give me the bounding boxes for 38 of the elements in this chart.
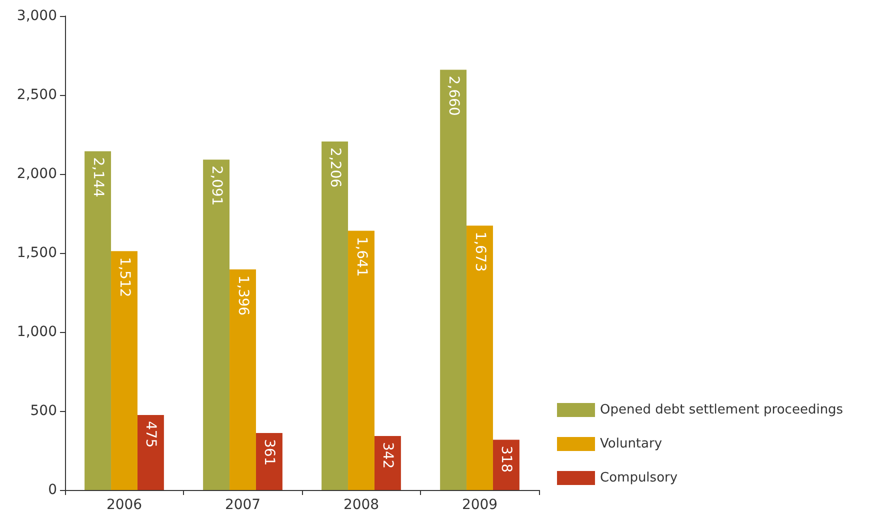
y-tick-label: 2,500: [16, 87, 57, 103]
legend-label: Opened debt settlement proceedings: [600, 402, 844, 418]
bar: [466, 226, 493, 490]
data-label: 475: [142, 420, 159, 448]
y-tick-label: 0: [48, 482, 57, 498]
data-label: 342: [380, 442, 396, 469]
data-label: 1,641: [353, 236, 370, 277]
data-label: 1,673: [472, 232, 488, 272]
bar: [322, 141, 348, 490]
x-tick-label: 2008: [343, 497, 380, 513]
bar: [230, 269, 256, 490]
data-label: 2,206: [326, 147, 343, 188]
bar: [348, 230, 374, 490]
data-label: 361: [261, 438, 278, 466]
x-tick-label: 2009: [462, 497, 498, 513]
legend-label: Compulsory: [600, 470, 678, 486]
y-tick-label: 2,000: [16, 166, 57, 182]
bar: [374, 436, 401, 490]
y-tick-label: 500: [30, 403, 57, 419]
x-tick-label: 2006: [106, 497, 142, 513]
x-tick-label: 2007: [224, 497, 261, 513]
y-tick-label: 1,500: [16, 245, 57, 261]
bar: [111, 251, 138, 490]
bar: [440, 70, 467, 490]
y-tick-label: 3,000: [16, 8, 57, 24]
data-label: 318: [498, 446, 514, 472]
y-tick-label: 1,000: [16, 324, 57, 340]
bar: [137, 414, 164, 490]
data-label: 2,091: [208, 166, 224, 206]
bar: [203, 160, 230, 490]
bar: [256, 432, 282, 490]
bar: [492, 440, 520, 490]
data-label: 2,144: [90, 157, 106, 198]
data-label: 1,396: [234, 275, 251, 316]
data-label: 1,512: [116, 257, 132, 298]
legend-label: Voluntary: [600, 436, 662, 452]
data-label: 2,660: [445, 76, 462, 116]
bar: [84, 151, 112, 490]
